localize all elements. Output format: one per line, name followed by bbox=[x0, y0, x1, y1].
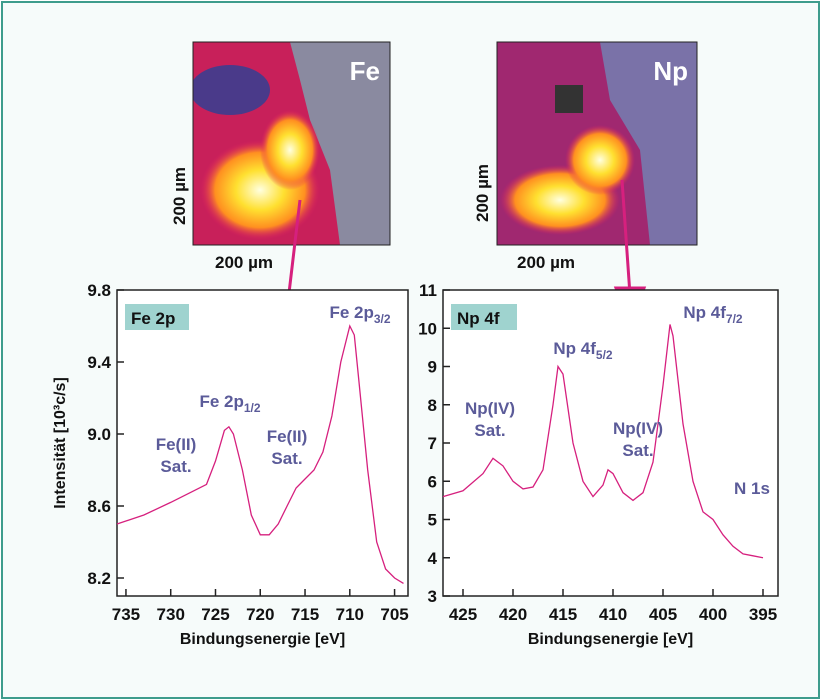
annotation-sub: 3/2 bbox=[374, 312, 391, 326]
plot-area bbox=[442, 289, 779, 597]
annotation-text: Fe 2p bbox=[329, 303, 373, 322]
box-label: Np 4f bbox=[457, 309, 500, 328]
y-tick-label: 7 bbox=[428, 434, 437, 453]
y-tick-label: 8.2 bbox=[87, 569, 111, 588]
x-tick-label: 410 bbox=[599, 605, 627, 624]
y-tick-label: 3 bbox=[428, 587, 437, 606]
annotation: Np 4f7/2 bbox=[683, 303, 743, 326]
annotation-text: Fe(II) bbox=[267, 427, 308, 446]
y-axis-label: Intensität [10³c/s] bbox=[52, 377, 69, 509]
scale-label: 200 µm bbox=[170, 167, 189, 225]
x-tick-label: 710 bbox=[336, 605, 364, 624]
x-tick-label: 725 bbox=[201, 605, 229, 624]
annotation: Fe(II) bbox=[267, 427, 308, 446]
y-tick-label: 6 bbox=[428, 472, 437, 491]
annotation: Sat. bbox=[160, 457, 191, 476]
annotation-text: Fe 2p bbox=[199, 392, 243, 411]
np-map-border bbox=[496, 41, 698, 246]
x-tick-label: 735 bbox=[112, 605, 140, 624]
annotation: Np 4f5/2 bbox=[553, 339, 613, 362]
y-tick-label: 5 bbox=[428, 511, 437, 530]
annotation-text: N 1s bbox=[734, 479, 770, 498]
x-tick-label: 730 bbox=[157, 605, 185, 624]
spectrum-line bbox=[116, 324, 404, 584]
scale-label: 200 µm bbox=[473, 164, 492, 222]
x-axis-label: Bindungsenergie [eV] bbox=[180, 631, 345, 648]
y-tick-label: 11 bbox=[419, 281, 437, 300]
annotation: Sat. bbox=[271, 449, 302, 468]
x-tick-label: 415 bbox=[549, 605, 577, 624]
annotation: Fe(II) bbox=[156, 435, 197, 454]
annotation-text: Np 4f bbox=[553, 339, 596, 358]
fe-map bbox=[193, 42, 390, 245]
annotation: Np(IV) bbox=[613, 419, 663, 438]
scale-label: 200 µm bbox=[215, 253, 273, 272]
np-map bbox=[497, 42, 697, 245]
annotation: Fe 2p1/2 bbox=[199, 392, 260, 415]
y-tick-label: 9.8 bbox=[87, 281, 111, 300]
annotation-text: Sat. bbox=[474, 421, 505, 440]
annotation-text: Sat. bbox=[271, 449, 302, 468]
y-tick-label: 10 bbox=[418, 319, 437, 338]
y-tick-label: 9.4 bbox=[87, 353, 111, 372]
annotation-sub: 5/2 bbox=[596, 348, 613, 362]
box-label-bg bbox=[451, 304, 517, 330]
annotation: Np(IV) bbox=[465, 399, 515, 418]
annotation-text: Np 4f bbox=[683, 303, 726, 322]
y-tick-label: 9 bbox=[428, 358, 437, 377]
annotation-sub: 7/2 bbox=[726, 312, 743, 326]
fe-map-border bbox=[192, 41, 391, 246]
scale-label: 200 µm bbox=[517, 253, 575, 272]
x-tick-label: 395 bbox=[749, 605, 777, 624]
y-tick-label: 9.0 bbox=[87, 425, 111, 444]
map-label: Fe bbox=[350, 56, 380, 86]
x-tick-label: 420 bbox=[499, 605, 527, 624]
x-tick-label: 400 bbox=[699, 605, 727, 624]
annotation-text: Sat. bbox=[622, 441, 653, 460]
spectrum-line bbox=[442, 324, 764, 559]
box-label: Fe 2p bbox=[131, 309, 175, 328]
annotation: Sat. bbox=[474, 421, 505, 440]
annotation-text: Np(IV) bbox=[465, 399, 515, 418]
x-tick-label: 425 bbox=[449, 605, 477, 624]
y-tick-label: 8.6 bbox=[87, 497, 111, 516]
annotation-text: Sat. bbox=[160, 457, 191, 476]
box-label-bg bbox=[125, 304, 189, 330]
x-tick-label: 715 bbox=[291, 605, 319, 624]
x-tick-label: 720 bbox=[246, 605, 274, 624]
annotation-text: Np(IV) bbox=[613, 419, 663, 438]
map-label: Np bbox=[653, 56, 688, 86]
x-axis-label: Bindungsenergie [eV] bbox=[528, 631, 693, 648]
x-tick-label: 405 bbox=[649, 605, 677, 624]
annotation: Fe 2p3/2 bbox=[329, 303, 390, 326]
y-tick-label: 8 bbox=[428, 396, 437, 415]
plot-area bbox=[116, 289, 409, 597]
annotation-text: Fe(II) bbox=[156, 435, 197, 454]
annotation: Sat. bbox=[622, 441, 653, 460]
x-tick-label: 705 bbox=[380, 605, 408, 624]
annotation-sub: 1/2 bbox=[244, 401, 261, 415]
annotation: N 1s bbox=[734, 479, 770, 498]
y-tick-label: 4 bbox=[428, 549, 438, 568]
